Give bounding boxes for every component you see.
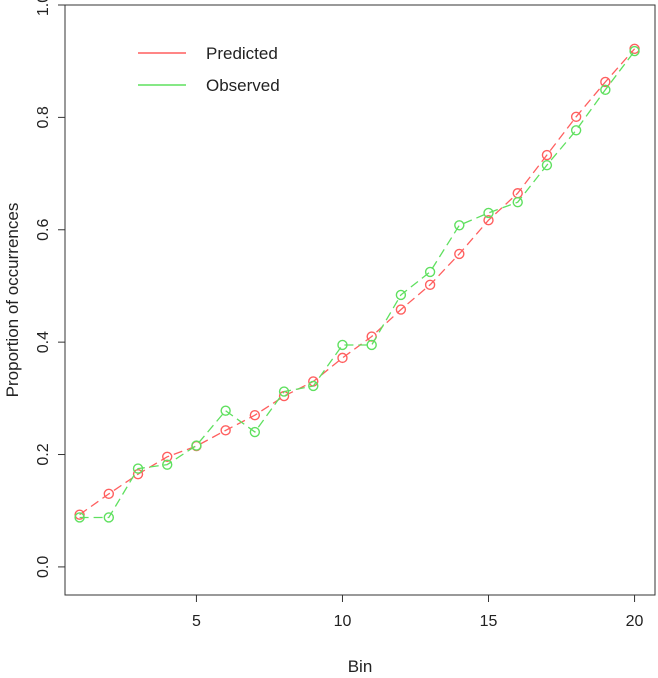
x-tick-label: 10 [334,613,352,630]
data-point [278,386,290,397]
x-tick-label: 20 [626,613,644,630]
x-axis: 5 10 15 20 [192,595,644,630]
y-tick-label: 0.0 [35,556,52,578]
legend-label: Predicted [206,44,278,63]
data-point [337,352,348,364]
y-tick-label: 0.8 [35,106,52,128]
legend-item: Observed [138,76,280,95]
y-tick-label: 1.0 [35,0,52,16]
data-point [132,463,144,474]
data-point [424,266,436,278]
data-point [220,425,231,436]
data-point [162,459,173,470]
series-layer [74,43,640,523]
series-observed [74,45,640,523]
data-point [600,84,611,96]
data-point [570,125,582,136]
data-point [424,279,436,291]
series-line [79,50,636,519]
data-point [395,304,407,315]
data-point [249,409,261,421]
y-tick-label: 0.2 [35,443,52,465]
data-point [74,512,85,523]
x-tick-label: 5 [192,613,201,630]
data-point [483,207,494,219]
y-tick-label: 0.6 [35,219,52,241]
data-point [454,248,465,260]
data-point [249,426,261,438]
y-tick-label: 0.4 [35,331,52,353]
data-point [103,512,115,523]
series-predicted [74,43,640,520]
data-point [541,159,553,171]
data-point [629,45,640,57]
data-point [103,488,115,500]
y-axis-label: Proportion of occurrences [3,203,22,398]
x-tick-label: 15 [480,613,498,630]
plot-frame [64,4,656,596]
data-point [74,509,85,520]
data-point [162,451,173,462]
data-point [191,440,202,451]
data-point [366,339,377,351]
data-point [337,339,348,351]
data-point [220,405,231,416]
data-point [512,197,523,208]
data-point [600,76,611,88]
legend: Predicted Observed [138,44,280,95]
x-axis-label: Bin [348,657,373,676]
data-point [454,220,465,231]
legend-item: Predicted [138,44,278,63]
y-axis: 0.0 0.2 0.4 0.6 0.8 1.0 [35,0,65,578]
series-line [79,48,636,516]
legend-label: Observed [206,76,280,95]
data-point [395,289,407,301]
data-point [483,215,494,226]
data-point [308,380,319,392]
data-point [541,149,553,161]
data-point [570,111,582,123]
